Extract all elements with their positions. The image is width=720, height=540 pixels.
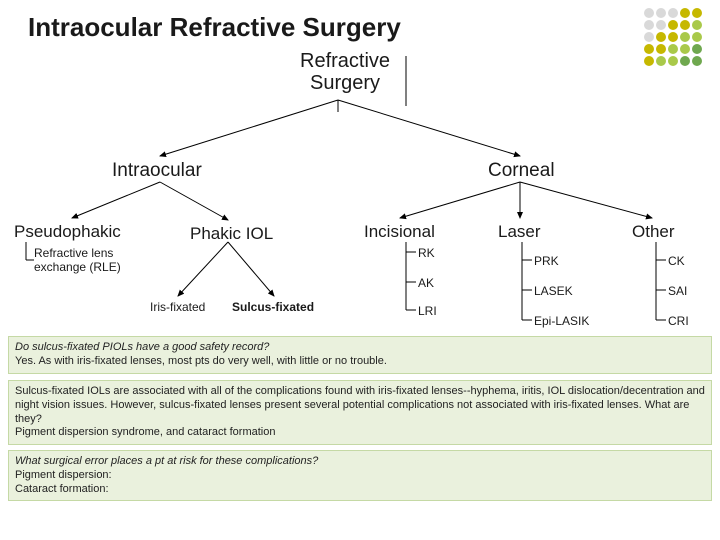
node-corneal: Corneal (488, 160, 555, 182)
leaf-prk: PRK (534, 254, 559, 268)
accent-dot (668, 44, 678, 54)
accent-dot (692, 20, 702, 30)
line-3b: Cataract formation: (15, 483, 109, 495)
accent-dot (692, 44, 702, 54)
node-incisional: Incisional (364, 222, 435, 242)
accent-dot (656, 44, 666, 54)
answer-1: Yes. As with iris-fixated lenses, most p… (15, 355, 387, 367)
leaf-cri: CRI (668, 314, 689, 328)
accent-dot (656, 20, 666, 30)
leaf-sai: SAI (668, 284, 687, 298)
accent-dot (668, 20, 678, 30)
accent-dot (656, 56, 666, 66)
accent-dot (644, 8, 654, 18)
line-3a: Pigment dispersion: (15, 469, 112, 481)
answer-2: Pigment dispersion syndrome, and catarac… (15, 426, 275, 438)
qa-box-1: Do sulcus-fixated PIOLs have a good safe… (8, 336, 712, 374)
accent-dot (668, 8, 678, 18)
node-sulcus-fixated: Sulcus-fixated (232, 300, 314, 314)
accent-dot (680, 56, 690, 66)
accent-dot (644, 44, 654, 54)
leaf-lasek: LASEK (534, 284, 573, 298)
leaf-lri: LRI (418, 304, 437, 318)
node-intraocular: Intraocular (112, 160, 202, 182)
accent-dot (680, 8, 690, 18)
accent-dot (644, 56, 654, 66)
question-3: What surgical error places a pt at risk … (15, 455, 318, 467)
node-pseudophakic: Pseudophakic (14, 222, 121, 242)
accent-dot-grid (644, 8, 702, 66)
accent-dot (680, 44, 690, 54)
node-laser: Laser (498, 222, 541, 242)
node-phakic-iol: Phakic IOL (190, 224, 273, 244)
accent-dot (656, 8, 666, 18)
qa-box-3: What surgical error places a pt at risk … (8, 450, 712, 501)
page-title: Intraocular Refractive Surgery (28, 12, 401, 43)
question-1: Do sulcus-fixated PIOLs have a good safe… (15, 341, 269, 353)
accent-dot (692, 56, 702, 66)
para-2: Sulcus-fixated IOLs are associated with … (15, 385, 705, 425)
accent-dot (680, 32, 690, 42)
node-other: Other (632, 222, 675, 242)
qa-box-2: Sulcus-fixated IOLs are associated with … (8, 380, 712, 445)
accent-dot (644, 20, 654, 30)
accent-dot (668, 32, 678, 42)
node-iris-fixated: Iris-fixated (150, 300, 205, 314)
accent-dot (656, 32, 666, 42)
node-root: Refractive Surgery (300, 50, 390, 94)
leaf-epi-lasik: Epi-LASIK (534, 314, 589, 328)
node-rle: Refractive lens exchange (RLE) (34, 246, 121, 274)
leaf-ck: CK (668, 254, 685, 268)
accent-dot (692, 32, 702, 42)
accent-dot (668, 56, 678, 66)
leaf-ak: AK (418, 276, 434, 290)
accent-dot (692, 8, 702, 18)
accent-dot (644, 32, 654, 42)
leaf-rk: RK (418, 246, 435, 260)
accent-dot (680, 20, 690, 30)
